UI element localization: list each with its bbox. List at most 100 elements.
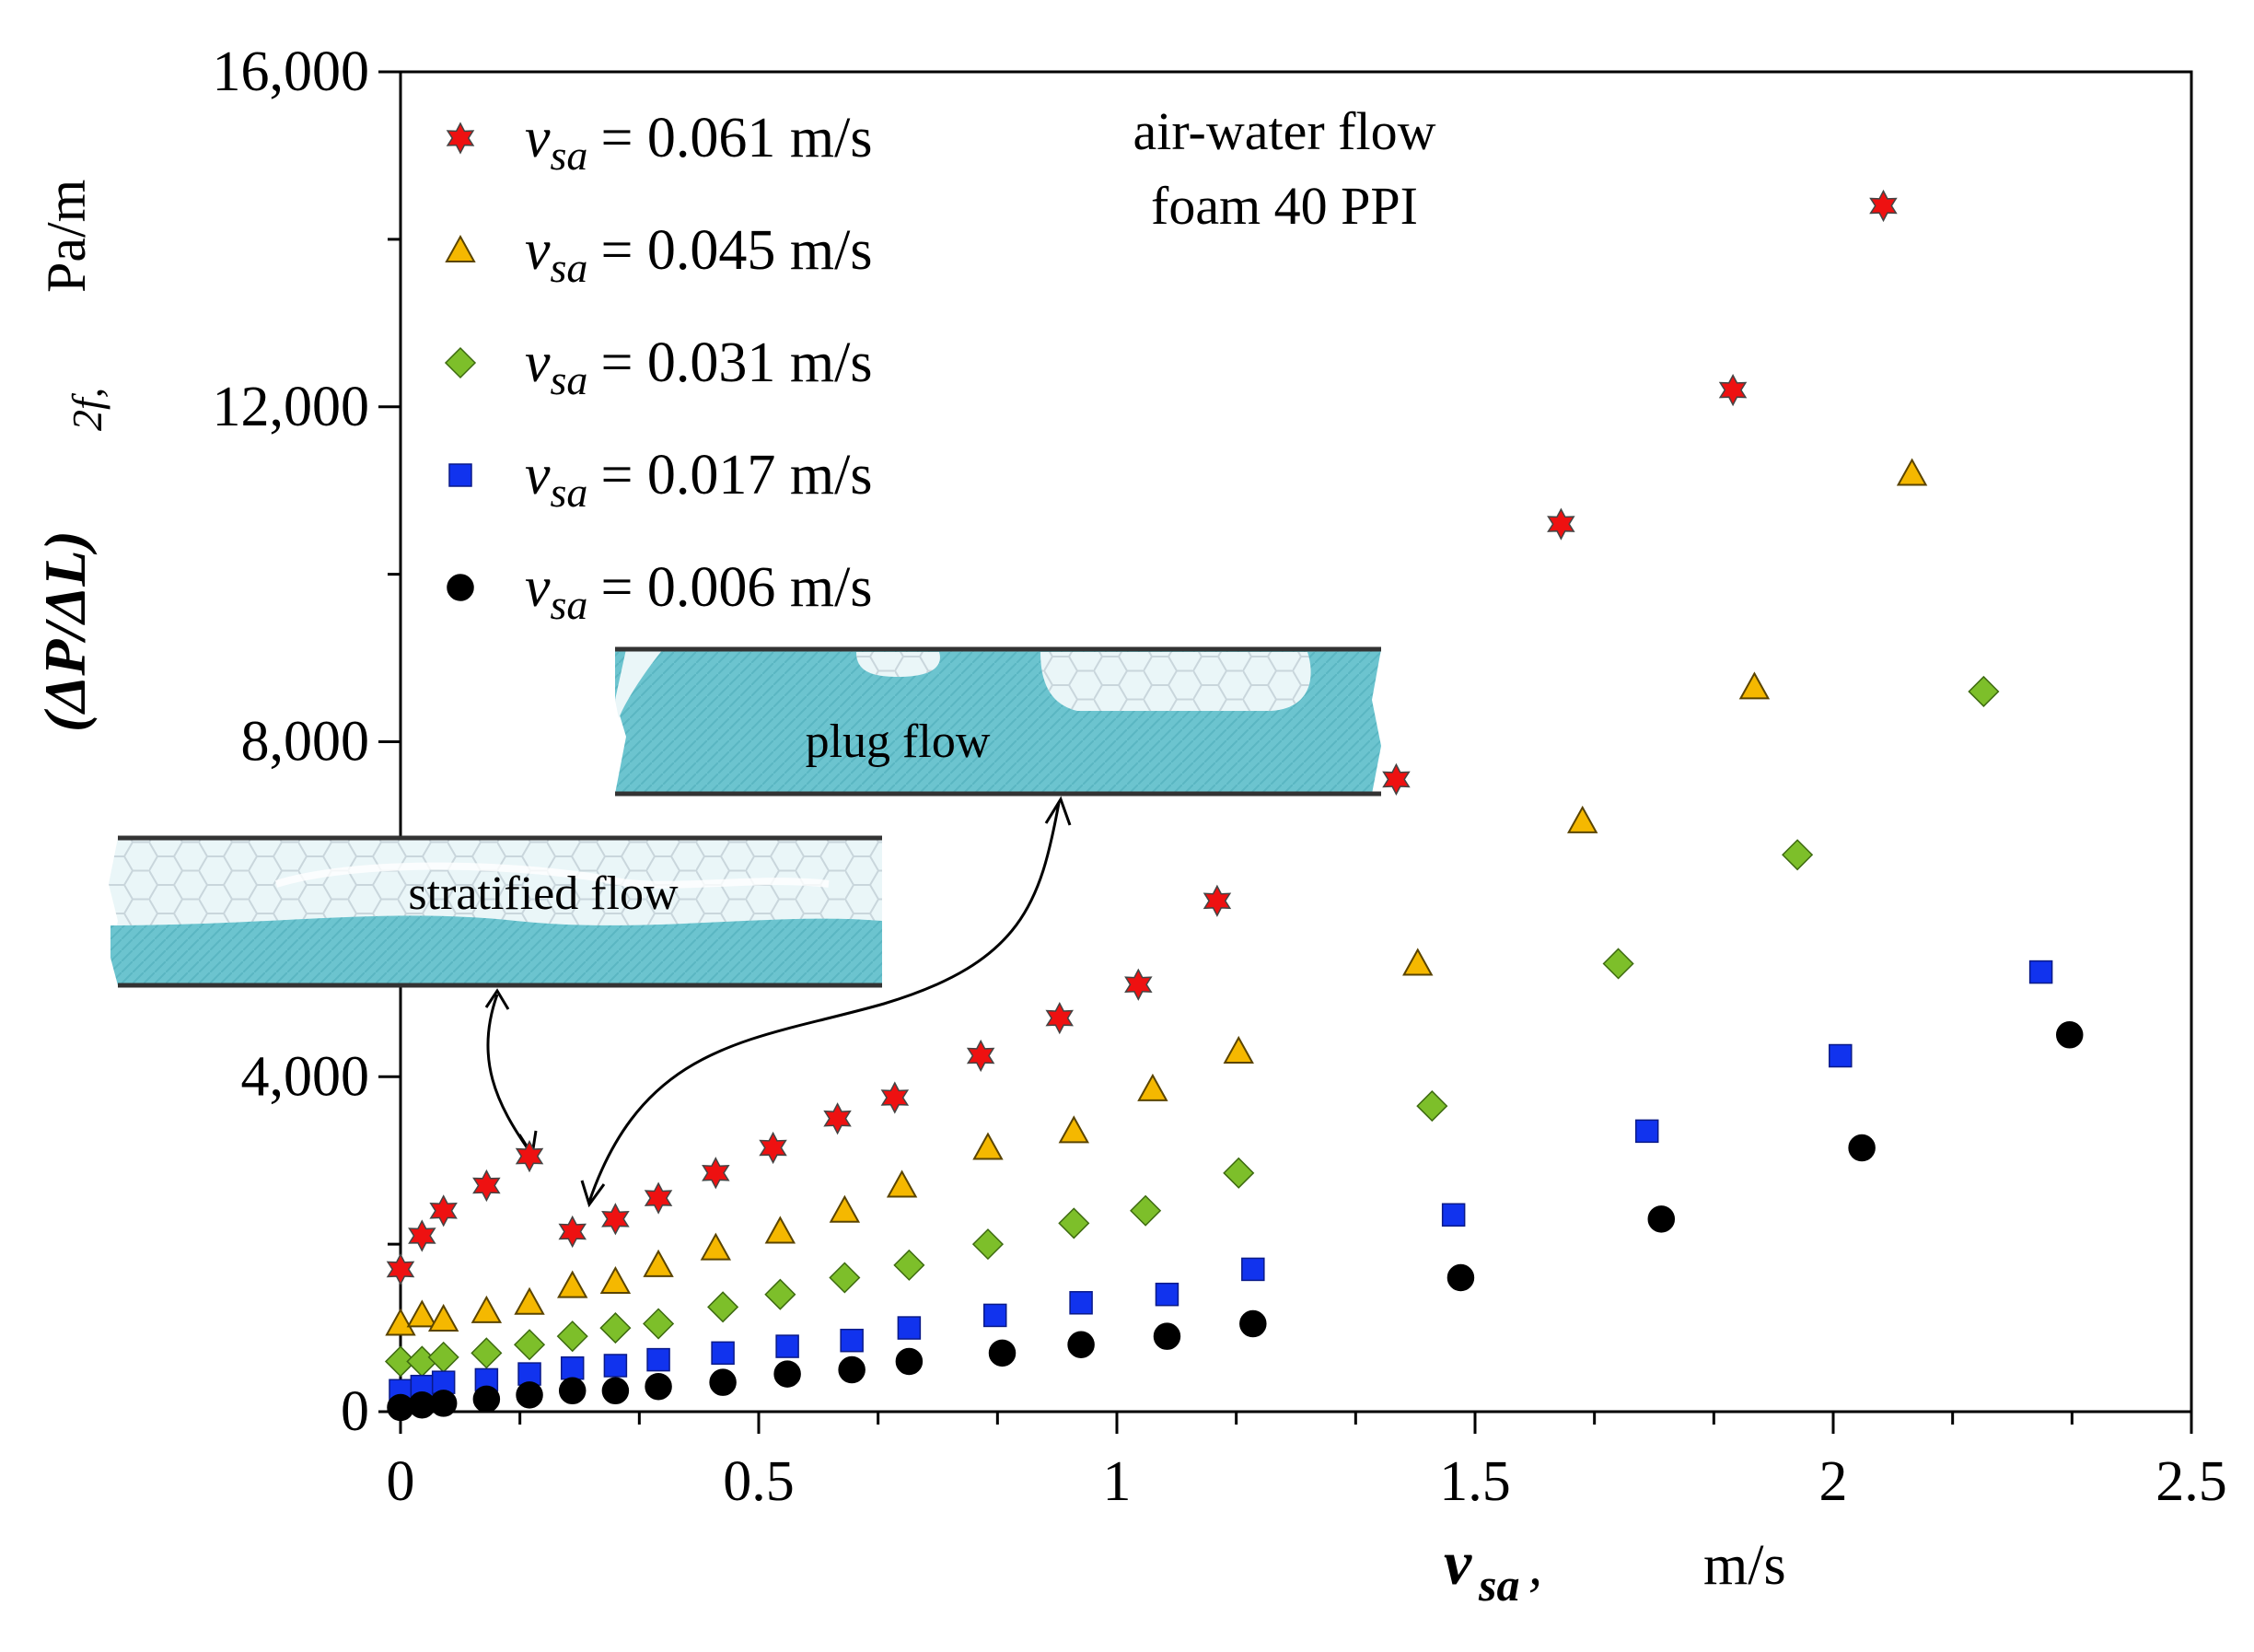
y-axis-label-unit: Pa/m — [36, 180, 97, 293]
legend-marker-star — [446, 122, 475, 155]
data-point-star — [386, 1252, 415, 1286]
data-point-diamond — [1058, 1207, 1090, 1239]
stratified-arrow — [486, 994, 531, 1152]
legend-marker-square — [448, 463, 472, 487]
data-point-star — [601, 1203, 630, 1236]
data-point-diamond — [556, 1320, 588, 1353]
data-point-triangle — [557, 1270, 588, 1298]
data-point-circle — [1067, 1331, 1095, 1358]
data-point-star — [880, 1081, 910, 1114]
data-point-triangle — [886, 1169, 918, 1198]
data-point-star — [702, 1157, 730, 1190]
x-axis-label-unit: m/s — [1703, 1534, 1786, 1597]
data-point-circle — [601, 1377, 630, 1405]
plug-arrow-head-bottom — [580, 1180, 606, 1208]
data-point-square — [1634, 1119, 1659, 1144]
legend-marker-diamond — [444, 346, 477, 379]
data-point-diamond — [893, 1249, 925, 1281]
data-point-circle — [558, 1377, 587, 1405]
data-point-circle — [1647, 1205, 1676, 1233]
data-point-square — [1069, 1291, 1093, 1315]
x-axis-label: v sa , m/s — [1444, 1528, 1786, 1611]
data-point-star — [759, 1131, 787, 1165]
data-point-star — [515, 1139, 544, 1173]
data-point-triangle — [1058, 1115, 1090, 1144]
x-tick-label: 0.5 — [723, 1450, 795, 1513]
data-point-triangle — [764, 1216, 796, 1244]
data-point-circle — [2055, 1021, 2084, 1049]
data-point-square — [603, 1354, 628, 1378]
data-point-diamond — [971, 1228, 1005, 1261]
legend: vsa = 0.061 m/s vsa = 0.045 m/s vsa = 0.031 m… — [444, 107, 872, 628]
series-circle — [387, 1021, 2084, 1422]
data-point-triangle — [829, 1194, 861, 1223]
data-point-triangle — [385, 1308, 416, 1336]
data-point-diamond — [764, 1278, 796, 1310]
data-point-circle — [1447, 1263, 1475, 1292]
stratified-flow-label: stratified flow — [408, 867, 679, 920]
y-tick-label: 16,000 — [213, 41, 370, 103]
legend-marker-triangle — [445, 234, 476, 262]
data-point-square — [840, 1328, 864, 1353]
data-point-diamond — [1223, 1157, 1255, 1189]
x-tick-label: 0 — [387, 1450, 415, 1513]
data-point-diamond — [513, 1329, 546, 1361]
data-point-triangle — [1402, 948, 1434, 976]
y-tick-label: 12,000 — [213, 376, 370, 438]
data-point-triangle — [1896, 458, 1928, 486]
data-point-triangle — [972, 1132, 1004, 1160]
data-point-circle — [472, 1385, 501, 1414]
series-diamond — [384, 675, 2000, 1378]
annotation-line-2: foam 40 PPI — [1151, 176, 1418, 236]
legend-entry: vsa = 0.006 m/s — [447, 556, 872, 628]
plug-flow-inset: plug flow — [615, 646, 1381, 797]
data-point-circle — [838, 1355, 866, 1384]
data-point-diamond — [1130, 1194, 1162, 1227]
y-axis-ticks: 0 4,000 8,000 12,000 16,000 — [213, 41, 401, 1443]
legend-entry: vsa = 0.045 m/s — [445, 219, 872, 291]
x-tick-label: 2 — [1819, 1450, 1848, 1513]
data-point-star — [472, 1169, 501, 1203]
data-point-star — [1547, 507, 1575, 541]
data-point-square — [1441, 1203, 1466, 1227]
data-point-circle — [516, 1381, 543, 1409]
annotation-line-1: air-water flow — [1133, 101, 1436, 161]
y-axis-label-sub: 2f, — [64, 388, 110, 431]
legend-entry: vsa = 0.031 m/s — [444, 332, 872, 403]
data-point-circle — [988, 1339, 1017, 1367]
data-point-triangle — [1137, 1073, 1168, 1101]
x-tick-label: 1 — [1103, 1450, 1132, 1513]
data-point-triangle — [406, 1299, 438, 1328]
data-point-square — [982, 1303, 1007, 1328]
data-point-triangle — [599, 1265, 632, 1295]
data-point-star — [558, 1215, 587, 1249]
data-point-diamond — [471, 1337, 503, 1369]
data-point-diamond — [1782, 839, 1814, 871]
data-point-star — [1203, 884, 1232, 917]
data-point-star — [966, 1039, 995, 1073]
y-tick-label: 8,000 — [241, 711, 370, 774]
data-point-diamond — [1416, 1090, 1448, 1123]
plug-arrow-head-top — [1044, 796, 1072, 826]
legend-label: vsa = 0.061 m/s — [525, 107, 872, 179]
data-point-triangle — [471, 1295, 503, 1323]
data-point-diamond — [1968, 675, 2000, 707]
data-point-square — [711, 1341, 735, 1366]
data-point-triangle — [514, 1286, 545, 1315]
data-point-triangle — [1223, 1035, 1254, 1064]
x-axis-label-comma: , — [1528, 1535, 1542, 1596]
data-point-diamond — [707, 1291, 739, 1323]
data-point-triangle — [427, 1303, 459, 1332]
legend-entry: vsa = 0.017 m/s — [448, 444, 872, 516]
data-point-square — [2028, 960, 2053, 984]
series-star — [386, 189, 1898, 1286]
data-point-circle — [773, 1360, 801, 1388]
data-point-square — [1241, 1257, 1265, 1282]
x-axis-label-sub: sa — [1478, 1559, 1519, 1611]
data-series — [384, 189, 2084, 1422]
data-point-diamond — [643, 1308, 675, 1340]
data-point-diamond — [1602, 948, 1634, 980]
data-point-diamond — [384, 1345, 417, 1378]
data-point-diamond — [599, 1312, 632, 1344]
legend-label: vsa = 0.017 m/s — [525, 444, 872, 516]
